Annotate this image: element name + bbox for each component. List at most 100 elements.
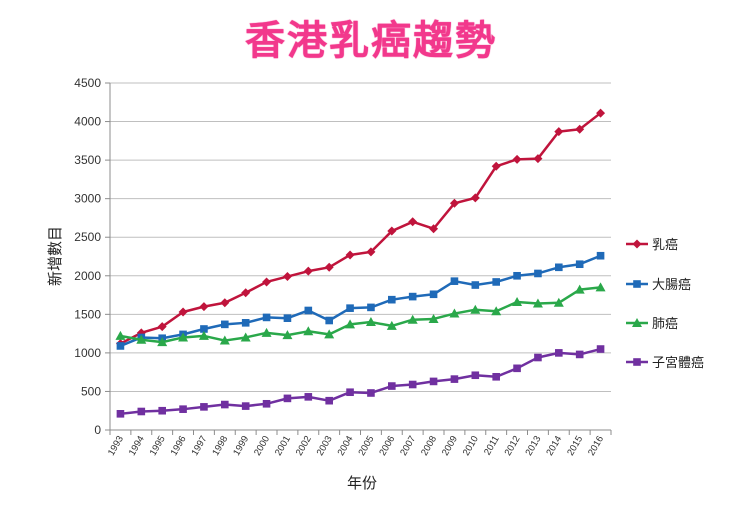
data-point	[555, 349, 563, 357]
data-point	[325, 316, 333, 325]
data-point	[241, 319, 250, 327]
legend-marker	[633, 280, 641, 288]
data-point	[575, 260, 584, 269]
x-tick-label: 2011	[482, 434, 502, 457]
data-point	[429, 290, 438, 299]
series-2	[115, 282, 606, 347]
x-tick-label: 2006	[377, 434, 397, 458]
data-point	[513, 364, 521, 373]
y-tick-label: 4000	[74, 115, 101, 129]
legend-marker	[633, 358, 641, 366]
data-point	[157, 337, 168, 347]
x-tick-label: 2003	[315, 434, 335, 458]
data-point	[136, 334, 147, 344]
x-tick-label: 2010	[461, 434, 481, 458]
data-point	[200, 325, 208, 333]
x-tick-label: 2005	[356, 434, 376, 458]
data-point	[553, 297, 564, 307]
data-point	[450, 375, 459, 383]
data-point	[346, 304, 354, 312]
data-point	[408, 292, 417, 301]
x-tick-label: 2007	[398, 434, 418, 458]
y-axis-title: 新增數目	[46, 226, 64, 286]
data-point	[428, 313, 439, 323]
x-tick-label: 1997	[189, 434, 209, 458]
data-point	[324, 329, 335, 339]
x-tick-label: 1993	[106, 434, 126, 458]
data-point	[282, 272, 292, 282]
legend-label: 乳癌	[652, 237, 678, 253]
data-point	[513, 271, 521, 280]
data-point	[491, 161, 501, 171]
data-point	[137, 407, 146, 416]
data-point	[325, 396, 333, 405]
data-point	[491, 306, 502, 316]
data-point	[262, 313, 271, 322]
series-3	[116, 345, 605, 418]
data-point	[303, 266, 313, 276]
series-0	[115, 108, 606, 349]
x-axis-title: 年份	[347, 474, 377, 492]
data-point	[534, 353, 542, 362]
x-tick-label: 2012	[503, 434, 523, 458]
y-tick-label: 1500	[74, 307, 101, 321]
legend-item: 乳癌	[626, 237, 678, 253]
data-point	[596, 251, 605, 260]
data-point	[408, 217, 418, 227]
y-tick-label: 3000	[74, 192, 101, 206]
data-point	[219, 335, 230, 345]
data-point	[512, 296, 523, 306]
y-tick-labels: 0 500 1000 1500 2000 2500 3000 3500 4000 4500	[74, 76, 101, 437]
data-point	[261, 327, 272, 337]
x-tick-label: 2008	[419, 434, 439, 458]
data-point	[115, 330, 126, 340]
data-point	[365, 317, 376, 327]
x-tick-label: 2013	[523, 434, 543, 458]
data-point	[575, 350, 584, 359]
data-point	[304, 393, 313, 401]
y-tick-label: 2000	[74, 269, 101, 283]
data-point	[429, 377, 438, 386]
data-point	[471, 371, 480, 380]
data-point	[199, 302, 209, 312]
data-point	[240, 332, 251, 342]
y-tick-label: 3500	[74, 153, 101, 167]
x-tick-label: 2001	[273, 434, 293, 458]
data-point	[533, 154, 543, 164]
data-point	[303, 326, 314, 336]
legend-label: 肺癌	[652, 316, 678, 332]
x-tick-label: 1996	[169, 434, 189, 458]
y-tick-label: 500	[81, 384, 101, 398]
data-point	[534, 269, 542, 278]
data-point	[116, 410, 125, 418]
data-point	[345, 250, 355, 260]
data-point	[282, 330, 293, 340]
x-tick-label: 2014	[544, 434, 564, 458]
data-point	[200, 403, 208, 411]
data-point	[386, 320, 397, 330]
data-point	[221, 320, 229, 329]
data-point	[408, 380, 417, 389]
data-point	[198, 330, 209, 340]
data-point	[158, 406, 166, 415]
x-tick-label: 2015	[565, 434, 585, 458]
x-tick-label: 1998	[210, 434, 230, 458]
data-point	[554, 127, 564, 137]
data-point	[574, 284, 585, 294]
data-point	[262, 399, 271, 408]
data-point	[304, 306, 313, 315]
legend-marker	[632, 239, 642, 249]
data-point	[388, 382, 396, 390]
data-point	[178, 332, 189, 342]
legend-label: 大腸癌	[652, 277, 691, 293]
y-tick-label: 1000	[74, 346, 101, 360]
y-tick-label: 2500	[74, 230, 101, 244]
data-point	[595, 282, 606, 292]
data-point	[283, 394, 292, 403]
legend-marker	[632, 318, 642, 327]
data-point	[262, 277, 272, 287]
series-lines	[115, 108, 606, 418]
data-point	[366, 247, 376, 257]
